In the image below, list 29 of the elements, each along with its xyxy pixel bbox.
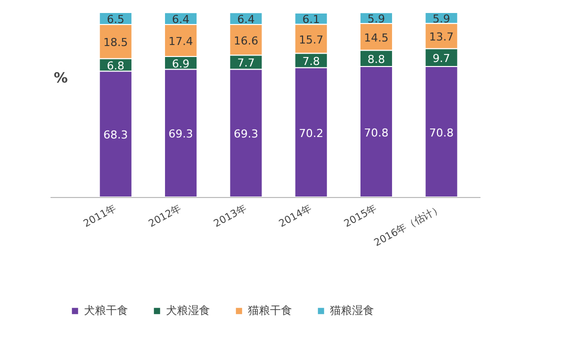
data-label: 5.9: [368, 12, 386, 26]
data-label: 6.5: [106, 12, 124, 26]
data-label: 18.5: [103, 36, 128, 50]
y-axis-title: %: [54, 70, 68, 86]
data-label: 7.7: [237, 56, 255, 70]
data-label: 9.7: [432, 52, 450, 66]
data-label: 70.2: [298, 126, 324, 140]
legend-label: 犬粮干食: [84, 303, 128, 318]
data-label: 13.7: [429, 30, 454, 44]
data-label: 16.6: [234, 34, 258, 48]
data-label: 15.7: [298, 33, 324, 46]
legend-label: 猫粮干食: [248, 303, 292, 318]
data-label: 5.9: [432, 12, 450, 26]
data-label: 8.8: [368, 52, 386, 66]
data-label: 6.1: [302, 13, 320, 26]
data-label: 6.8: [106, 59, 124, 72]
data-label: 70.8: [429, 126, 454, 140]
data-label: 7.8: [302, 54, 320, 68]
data-label: 6.9: [172, 57, 190, 70]
data-label: 69.3: [168, 128, 194, 141]
data-label: 6.4: [237, 13, 255, 26]
data-label: 68.3: [103, 128, 128, 142]
data-label: 69.3: [234, 128, 258, 141]
data-label: 70.8: [364, 126, 389, 140]
legend-label: 犬粮湿食: [166, 303, 210, 318]
data-label: 14.5: [364, 31, 389, 44]
legend-label: 猫粮湿食: [330, 303, 374, 318]
data-label: 17.4: [168, 35, 194, 48]
data-label: 6.4: [172, 13, 190, 26]
